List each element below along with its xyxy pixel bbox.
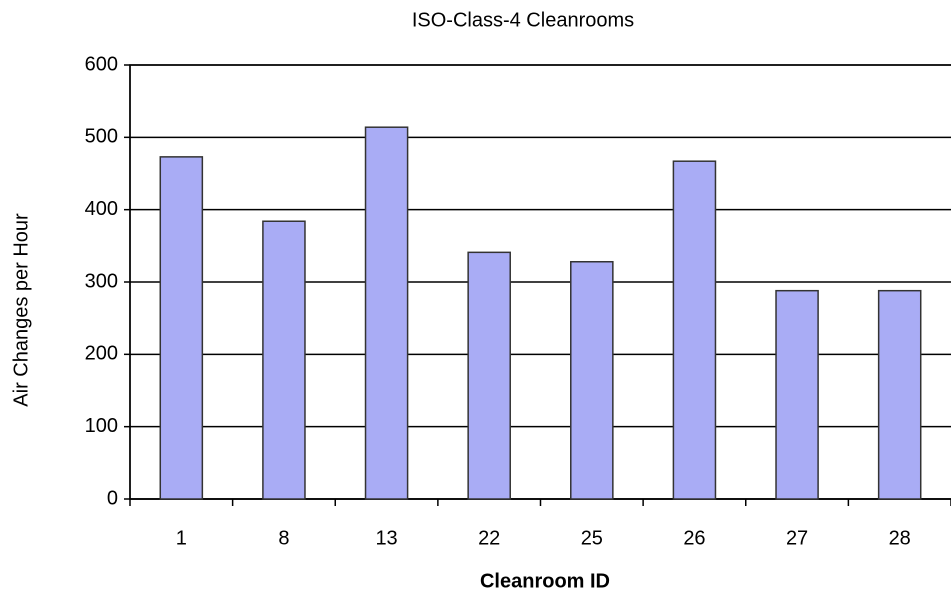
y-axis-label: Air Changes per Hour bbox=[10, 213, 32, 407]
x-tick-label: 25 bbox=[581, 527, 603, 549]
bar bbox=[467, 251, 511, 500]
y-tick-label: 300 bbox=[85, 270, 118, 292]
y-tick-label: 500 bbox=[85, 126, 118, 148]
y-tick-label: 400 bbox=[85, 198, 118, 220]
x-tick-label: 28 bbox=[889, 527, 911, 549]
x-tick-label: 26 bbox=[683, 527, 705, 549]
y-tick-label: 100 bbox=[85, 415, 118, 437]
bar bbox=[570, 260, 614, 500]
y-tick-label: 200 bbox=[85, 343, 118, 365]
bar bbox=[775, 289, 819, 500]
x-tick-label: 27 bbox=[786, 527, 808, 549]
bar bbox=[672, 160, 717, 500]
x-tick-label: 13 bbox=[375, 527, 397, 549]
x-tick-label: 22 bbox=[478, 527, 500, 549]
y-tick-label: 600 bbox=[85, 53, 118, 75]
bar bbox=[877, 289, 922, 500]
bar bbox=[364, 126, 409, 500]
x-tick-label: 1 bbox=[176, 527, 187, 549]
x-tick-label: 8 bbox=[278, 527, 289, 549]
bar bbox=[159, 156, 204, 500]
bar bbox=[262, 220, 306, 500]
y-tick-label: 0 bbox=[107, 487, 118, 509]
chart-title: ISO-Class-4 Cleanrooms bbox=[412, 9, 634, 31]
x-axis-label: Cleanroom ID bbox=[480, 570, 610, 592]
